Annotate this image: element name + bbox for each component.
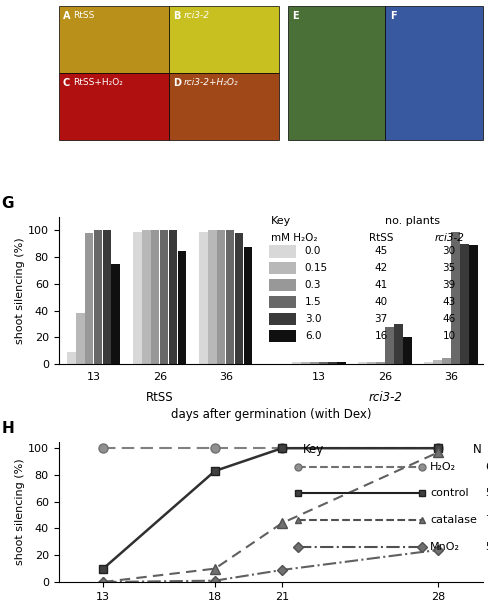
Text: 42: 42 bbox=[375, 263, 388, 273]
Text: 74: 74 bbox=[485, 515, 488, 525]
Bar bbox=[160, 230, 168, 364]
Bar bbox=[376, 362, 385, 364]
Bar bbox=[310, 362, 319, 364]
Bar bbox=[328, 362, 337, 364]
Bar bbox=[433, 360, 442, 364]
Text: 30: 30 bbox=[443, 246, 456, 256]
Text: days after germination (with Dex): days after germination (with Dex) bbox=[171, 409, 371, 421]
Text: rci3-2: rci3-2 bbox=[368, 391, 402, 404]
Text: 45: 45 bbox=[375, 246, 388, 256]
Text: 10: 10 bbox=[443, 331, 456, 341]
Text: control: control bbox=[430, 488, 468, 499]
Text: 35: 35 bbox=[443, 263, 456, 273]
Bar bbox=[133, 232, 142, 364]
Bar bbox=[59, 6, 169, 73]
Text: RtSS+H₂O₂: RtSS+H₂O₂ bbox=[73, 78, 123, 87]
Text: D: D bbox=[173, 78, 181, 88]
Bar bbox=[358, 362, 367, 364]
FancyBboxPatch shape bbox=[269, 262, 296, 274]
Bar bbox=[169, 73, 279, 140]
Bar bbox=[301, 362, 310, 364]
Bar bbox=[403, 337, 411, 364]
Bar bbox=[469, 245, 478, 364]
Text: rci3-2+H₂O₂: rci3-2+H₂O₂ bbox=[184, 78, 239, 87]
Text: 6.0: 6.0 bbox=[305, 331, 321, 341]
Text: 0.0: 0.0 bbox=[305, 246, 321, 256]
Text: rci3-2: rci3-2 bbox=[184, 11, 210, 20]
FancyBboxPatch shape bbox=[269, 329, 296, 342]
Bar bbox=[208, 230, 217, 364]
Text: F: F bbox=[390, 11, 396, 22]
Text: 39: 39 bbox=[443, 280, 456, 290]
Text: 41: 41 bbox=[375, 280, 388, 290]
Text: 37: 37 bbox=[375, 314, 388, 323]
Text: RtSS: RtSS bbox=[369, 233, 393, 243]
Text: catalase: catalase bbox=[430, 515, 477, 525]
Text: G: G bbox=[1, 196, 14, 211]
Text: 1.5: 1.5 bbox=[305, 296, 322, 307]
FancyBboxPatch shape bbox=[269, 313, 296, 325]
Text: 0.15: 0.15 bbox=[305, 263, 328, 273]
Bar bbox=[169, 6, 279, 73]
FancyBboxPatch shape bbox=[269, 245, 296, 257]
Text: C: C bbox=[63, 78, 70, 88]
Y-axis label: shoot silencing (%): shoot silencing (%) bbox=[15, 458, 25, 565]
Text: RtSS: RtSS bbox=[73, 11, 95, 20]
Text: 46: 46 bbox=[443, 314, 456, 323]
Bar bbox=[442, 358, 451, 364]
Bar bbox=[59, 73, 169, 140]
Text: 50: 50 bbox=[485, 488, 488, 499]
Bar bbox=[102, 230, 111, 364]
Bar bbox=[460, 244, 468, 364]
Bar bbox=[85, 233, 93, 364]
Text: 43: 43 bbox=[443, 296, 456, 307]
Bar bbox=[386, 6, 483, 140]
Text: rci3-2: rci3-2 bbox=[434, 233, 464, 243]
Text: Key: Key bbox=[271, 215, 291, 226]
Bar bbox=[169, 230, 177, 364]
Bar bbox=[178, 251, 186, 364]
Text: B: B bbox=[173, 11, 181, 22]
Bar bbox=[451, 232, 460, 364]
Text: A: A bbox=[63, 11, 70, 22]
Bar bbox=[425, 362, 433, 364]
Bar bbox=[151, 230, 160, 364]
Bar bbox=[367, 362, 376, 364]
Text: 66: 66 bbox=[485, 462, 488, 472]
Bar bbox=[111, 264, 120, 364]
Text: 40: 40 bbox=[375, 296, 388, 307]
Bar bbox=[226, 230, 234, 364]
Bar bbox=[337, 362, 346, 364]
Text: Key: Key bbox=[303, 443, 324, 456]
Text: H₂O₂: H₂O₂ bbox=[430, 462, 456, 472]
Text: RtSS: RtSS bbox=[146, 391, 174, 404]
FancyBboxPatch shape bbox=[269, 296, 296, 308]
Bar bbox=[67, 352, 76, 364]
Bar bbox=[394, 324, 403, 364]
Text: MnO₂: MnO₂ bbox=[430, 542, 460, 552]
Bar bbox=[292, 362, 301, 364]
Text: E: E bbox=[292, 11, 299, 22]
Bar bbox=[235, 233, 244, 364]
Bar bbox=[244, 247, 252, 364]
FancyBboxPatch shape bbox=[269, 279, 296, 292]
Text: N: N bbox=[472, 443, 481, 456]
Bar bbox=[217, 230, 225, 364]
Bar bbox=[76, 313, 84, 364]
Bar bbox=[142, 230, 150, 364]
Bar bbox=[94, 230, 102, 364]
Text: 16: 16 bbox=[375, 331, 388, 341]
Text: 3.0: 3.0 bbox=[305, 314, 321, 323]
Text: H: H bbox=[1, 421, 14, 436]
Bar bbox=[199, 232, 208, 364]
Bar bbox=[385, 327, 394, 364]
Text: no. plants: no. plants bbox=[386, 215, 441, 226]
Text: 0.3: 0.3 bbox=[305, 280, 321, 290]
Text: mM H₂O₂: mM H₂O₂ bbox=[271, 233, 317, 243]
Text: 55: 55 bbox=[485, 542, 488, 552]
Y-axis label: shoot silencing (%): shoot silencing (%) bbox=[15, 238, 25, 344]
Bar bbox=[288, 6, 386, 140]
Bar bbox=[319, 362, 328, 364]
